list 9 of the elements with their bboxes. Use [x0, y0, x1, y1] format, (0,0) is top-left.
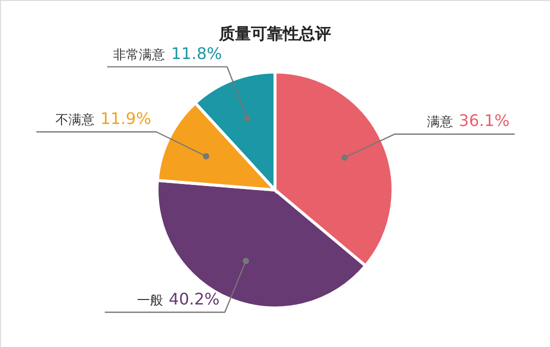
chart-title: 质量可靠性总评	[218, 24, 331, 43]
slice-label: 非常满意	[113, 48, 166, 63]
slice-label: 满意	[426, 115, 453, 130]
slice-label: 一般	[136, 293, 163, 308]
data-label: 11.8%	[171, 44, 222, 63]
slice-label: 不满意	[55, 112, 94, 128]
data-label: 11.9%	[100, 108, 152, 128]
data-label: 40.2%	[168, 289, 220, 308]
data-label: 36.1%	[458, 111, 510, 130]
